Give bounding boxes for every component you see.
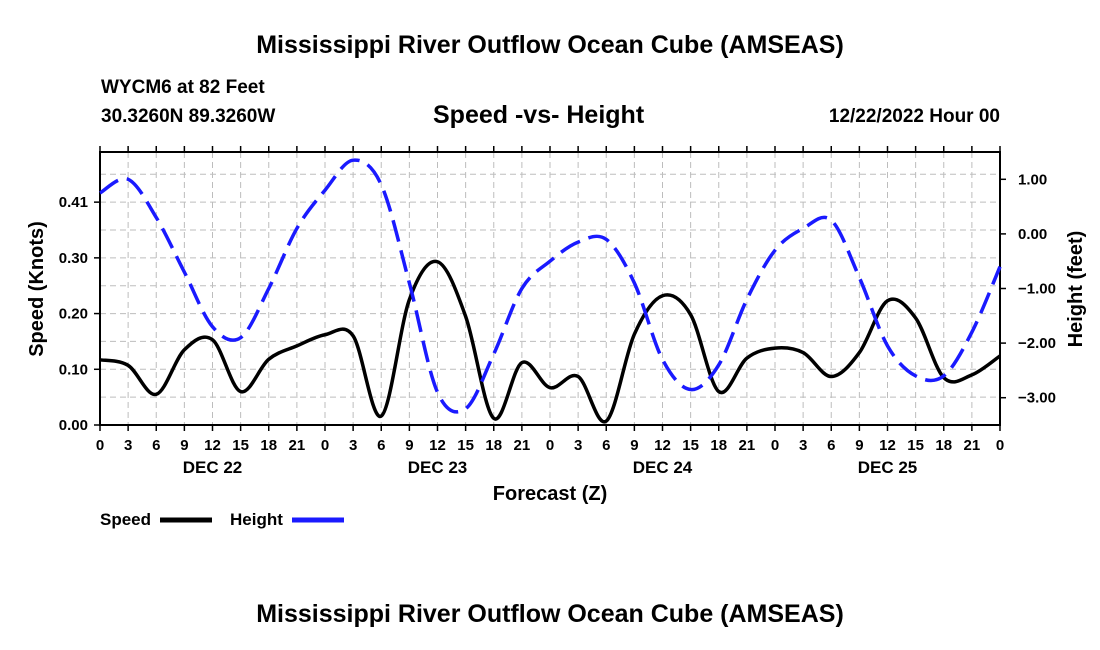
y-right-tick-label: −2.00 <box>1018 335 1056 352</box>
x-tick-label: 12 <box>654 437 671 454</box>
day-label: DEC 25 <box>858 458 918 477</box>
x-tick-label: 18 <box>935 437 952 454</box>
x-tick-label: 9 <box>630 437 638 454</box>
y-left-tick-label: 0.41 <box>59 194 88 211</box>
x-tick-label: 18 <box>260 437 277 454</box>
x-tick-label: 0 <box>771 437 779 454</box>
x-tick-label: 6 <box>377 437 385 454</box>
chart-subtitle: Speed -vs- Height <box>433 101 645 129</box>
x-tick-label: 6 <box>827 437 835 454</box>
x-tick-label: 6 <box>602 437 610 454</box>
x-tick-label: 12 <box>879 437 896 454</box>
x-tick-label: 15 <box>232 437 249 454</box>
x-tick-label: 3 <box>124 437 132 454</box>
series-lines <box>99 158 1002 424</box>
x-tick-label: 15 <box>682 437 699 454</box>
legend-height-label: Height <box>230 510 283 529</box>
location-label: 30.3260N 89.3260W <box>101 106 276 127</box>
x-tick-label: 21 <box>739 437 756 454</box>
x-tick-label: 21 <box>514 437 531 454</box>
x-tick-label: 15 <box>907 437 924 454</box>
tick-marks <box>94 146 1006 431</box>
x-tick-label: 0 <box>96 437 104 454</box>
x-tick-label: 0 <box>321 437 329 454</box>
y-right-tick-label: −1.00 <box>1018 281 1056 298</box>
x-tick-label: 0 <box>996 437 1004 454</box>
x-axis-label: Forecast (Z) <box>493 483 607 505</box>
day-label: DEC 22 <box>183 458 243 477</box>
y-left-tick-label: 0.30 <box>59 250 88 267</box>
series-line-speed <box>99 259 1002 424</box>
y-left-tick-label: 0.10 <box>59 361 88 378</box>
x-tick-label: 3 <box>799 437 807 454</box>
x-tick-label: 21 <box>289 437 306 454</box>
x-tick-label: 15 <box>457 437 474 454</box>
y-left-tick-label: 0.00 <box>59 417 88 434</box>
y-left-tick-label: 0.20 <box>59 306 88 323</box>
footer-title: Mississippi River Outflow Ocean Cube (AM… <box>256 600 844 628</box>
x-tick-label: 0 <box>546 437 554 454</box>
y-right-tick-label: −3.00 <box>1018 390 1056 407</box>
chart-title: Mississippi River Outflow Ocean Cube (AM… <box>256 31 844 59</box>
y-right-tick-label: 0.00 <box>1018 226 1047 243</box>
x-tick-label: 18 <box>710 437 727 454</box>
day-label: DEC 24 <box>633 458 693 477</box>
legend: Speed Height <box>100 510 344 529</box>
y-right-tick-label: 1.00 <box>1018 171 1047 188</box>
x-tick-label: 9 <box>855 437 863 454</box>
legend-speed-label: Speed <box>100 510 151 529</box>
y-axis-label-left: Speed (Knots) <box>26 221 48 357</box>
x-tick-label: 3 <box>574 437 582 454</box>
y-axis-label-right: Height (feet) <box>1065 231 1087 348</box>
station-label: WYCM6 at 82 Feet <box>101 77 265 98</box>
x-tick-label: 21 <box>964 437 981 454</box>
x-tick-label: 12 <box>429 437 446 454</box>
x-tick-label: 9 <box>405 437 413 454</box>
x-tick-label: 18 <box>485 437 502 454</box>
x-tick-label: 6 <box>152 437 160 454</box>
day-label: DEC 23 <box>408 458 468 477</box>
issued-date: 12/22/2022 Hour 00 <box>828 106 1000 127</box>
tick-labels: 0 3 6 9 12 15 18 21 0 3 6 9 12 15 18 21 0 3 6 9 12 15 18 21 0 3 6 9… <box>59 171 1056 477</box>
x-tick-label: 9 <box>180 437 188 454</box>
x-tick-label: 12 <box>204 437 221 454</box>
x-tick-label: 3 <box>349 437 357 454</box>
series-line-height <box>99 158 1002 414</box>
